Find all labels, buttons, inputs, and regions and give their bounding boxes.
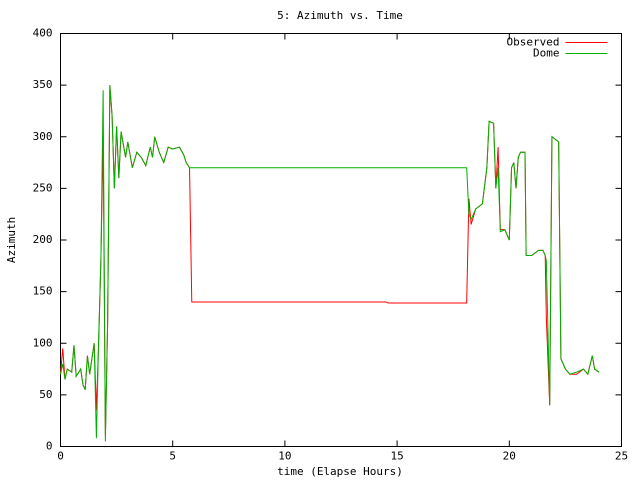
series-line [60,85,600,442]
series-line [60,85,600,437]
legend-label: Observed [507,36,560,49]
x-tick-label: 20 [503,450,516,463]
y-tick-label: 250 [33,181,53,194]
y-tick-label: 300 [33,130,53,143]
y-tick-label: 150 [33,285,53,298]
y-axis-label: Azimuth [5,217,18,263]
x-tick-label: 15 [390,450,403,463]
y-tick-label: 200 [33,233,53,246]
legend-label: Dome [533,47,560,60]
x-axis-label: time (Elapse Hours) [277,465,403,478]
y-tick-label: 100 [33,336,53,349]
y-tick-label: 400 [33,27,53,40]
y-tick-label: 350 [33,78,53,91]
x-tick-label: 5 [169,450,176,463]
y-tick-label: 50 [39,388,52,401]
x-tick-label: 10 [278,450,291,463]
chart-title: 5: Azimuth vs. Time [277,9,403,22]
x-tick-label: 25 [615,450,628,463]
plot-border [60,33,622,447]
y-tick-label: 0 [46,440,53,453]
x-tick-label: 0 [57,450,64,463]
